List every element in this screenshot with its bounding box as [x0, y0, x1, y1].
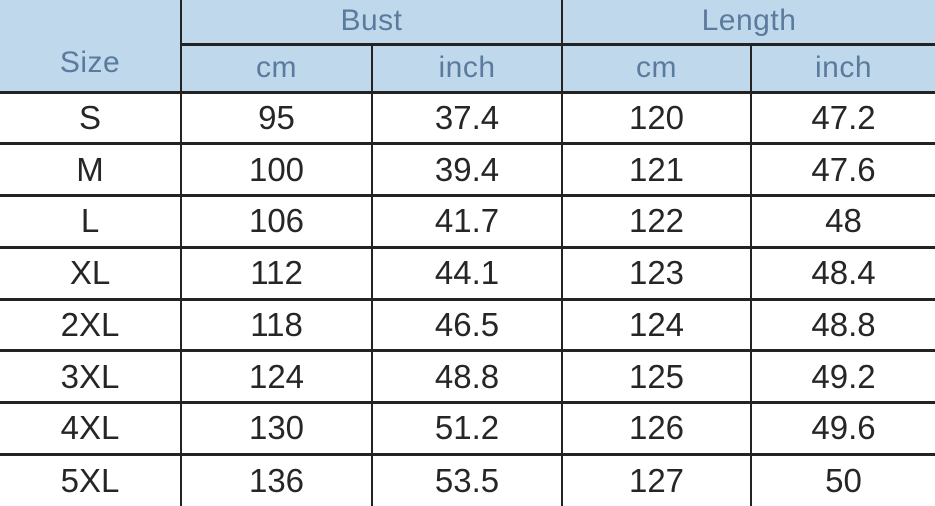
value-cell: 50 [749, 452, 935, 506]
size-cell: S [0, 90, 182, 146]
value-cell: 120 [561, 90, 752, 146]
value-cell: 41.7 [371, 194, 563, 249]
value-cell: 118 [180, 297, 373, 353]
length-group-header: Length [560, 0, 935, 46]
header-group-row: Size Bust Length [0, 0, 935, 94]
bust-cm-header: cm [180, 42, 373, 94]
value-cell: 136 [180, 452, 373, 506]
bust-group-header: Bust [180, 0, 563, 46]
value-cell: 48.8 [371, 349, 563, 404]
size-cell: M [0, 142, 182, 197]
table-row-3xl: 3XL 124 48.8 125 49.2 [0, 349, 935, 404]
table-row-2xl: 2XL 118 46.5 124 48.8 [0, 297, 935, 353]
value-cell: 106 [180, 194, 373, 249]
size-cell: XL [0, 245, 182, 301]
value-cell: 37.4 [371, 90, 563, 146]
value-cell: 124 [180, 349, 373, 404]
value-cell: 126 [561, 401, 752, 456]
size-cell: L [0, 194, 182, 249]
value-cell: 122 [561, 194, 752, 249]
table-row-s: S 95 37.4 120 47.2 [0, 90, 935, 146]
value-cell: 121 [561, 142, 752, 197]
table-row-4xl: 4XL 130 51.2 126 49.6 [0, 401, 935, 456]
value-cell: 44.1 [371, 245, 563, 301]
size-column-header: Size [0, 0, 182, 94]
value-cell: 125 [561, 349, 752, 404]
header-unit-row: cm inch cm inch [0, 42, 935, 94]
value-cell: 49.2 [749, 349, 935, 404]
value-cell: 130 [180, 401, 373, 456]
bust-inch-header: inch [371, 42, 563, 94]
size-cell: 4XL [0, 401, 182, 456]
size-cell: 2XL [0, 297, 182, 353]
value-cell: 100 [180, 142, 373, 197]
table-row-xl: XL 112 44.1 123 48.4 [0, 245, 935, 301]
value-cell: 48.4 [749, 245, 935, 301]
value-cell: 112 [180, 245, 373, 301]
table-row-5xl: 5XL 136 53.5 127 50 [0, 452, 935, 506]
size-cell: 5XL [0, 452, 182, 506]
value-cell: 95 [180, 90, 373, 146]
value-cell: 48.8 [749, 297, 935, 353]
table-row-m: M 100 39.4 121 47.6 [0, 142, 935, 197]
value-cell: 124 [561, 297, 752, 353]
value-cell: 53.5 [371, 452, 563, 506]
value-cell: 49.6 [749, 401, 935, 456]
value-cell: 46.5 [371, 297, 563, 353]
table-row-l: L 106 41.7 122 48 [0, 194, 935, 249]
value-cell: 51.2 [371, 401, 563, 456]
length-inch-header: inch [749, 42, 935, 94]
size-cell: 3XL [0, 349, 182, 404]
value-cell: 39.4 [371, 142, 563, 197]
value-cell: 48 [749, 194, 935, 249]
value-cell: 123 [561, 245, 752, 301]
value-cell: 127 [561, 452, 752, 506]
length-cm-header: cm [561, 42, 752, 94]
value-cell: 47.6 [749, 142, 935, 197]
value-cell: 47.2 [749, 90, 935, 146]
